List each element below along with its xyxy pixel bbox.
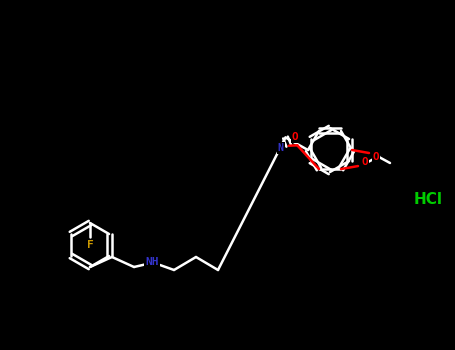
Text: O: O [362,157,369,167]
Text: N: N [278,143,283,153]
Text: HCl: HCl [414,193,443,208]
Text: NH: NH [145,257,159,267]
Text: O: O [373,152,379,162]
Text: O: O [292,132,298,142]
Text: F: F [86,240,93,250]
